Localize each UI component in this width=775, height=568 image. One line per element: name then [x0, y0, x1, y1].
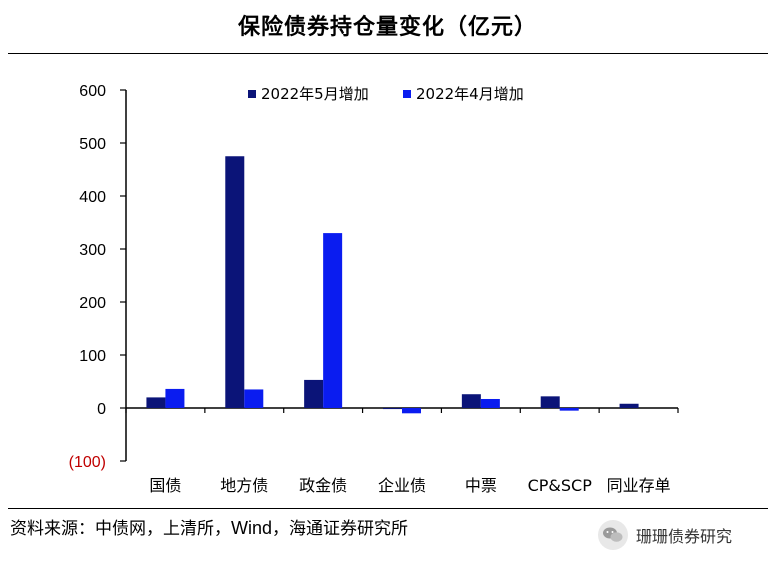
bar	[461, 394, 481, 408]
x-tick-label: CP&SCP	[528, 476, 593, 495]
bar	[540, 396, 560, 408]
bar	[480, 398, 500, 408]
bar	[244, 389, 264, 408]
bar-chart: (100) 0 100 200 300 400 500 600 国债 地方债 政金债 企业债 中票 CP&…	[69, 83, 679, 495]
bar	[383, 408, 402, 410]
legend-swatch	[248, 90, 256, 98]
legend-label: 2022年5月增加	[261, 85, 369, 103]
y-tick-label: 600	[79, 83, 106, 100]
bar	[559, 408, 579, 411]
x-tick-label: 地方债	[220, 476, 268, 495]
y-tick-label: (100)	[69, 454, 106, 471]
source-note: 资料来源：中债网，上清所，Wind，海通证券研究所	[10, 514, 408, 539]
x-tick-label: 政金债	[299, 476, 347, 495]
wechat-icon	[598, 520, 628, 550]
bar	[619, 403, 639, 408]
legend-swatch	[403, 90, 411, 98]
bar	[146, 397, 166, 408]
brand-watermark: 珊珊债券研究	[598, 520, 732, 550]
y-tick-label: 200	[79, 295, 106, 312]
title-divider	[8, 53, 768, 54]
y-tick-label: 400	[79, 189, 106, 206]
y-tick-label: 0	[97, 401, 106, 418]
bar	[402, 408, 421, 414]
legend-label: 2022年4月增加	[416, 85, 524, 103]
footer-divider	[8, 508, 768, 509]
x-tick-label: 中票	[465, 476, 497, 495]
source-suffix: ，海通证券研究所	[272, 519, 409, 539]
chart-title: 保险债券持仓量变化（亿元）	[237, 14, 537, 40]
x-tick-label: 国债	[149, 476, 181, 495]
x-tick-label: 企业债	[378, 476, 426, 495]
bar	[225, 156, 245, 408]
y-tick-label: 500	[79, 136, 106, 153]
bar	[165, 388, 185, 408]
y-tick-label: 100	[79, 348, 106, 365]
brand-name: 珊珊债券研究	[636, 527, 733, 546]
source-prefix: 资料来源：中债网，上清所，	[10, 519, 231, 539]
source-wind: Wind	[231, 518, 273, 538]
y-tick-label: 300	[79, 242, 106, 259]
x-tick-label: 同业存单	[607, 476, 671, 495]
bar	[304, 379, 324, 408]
bar	[323, 233, 343, 408]
